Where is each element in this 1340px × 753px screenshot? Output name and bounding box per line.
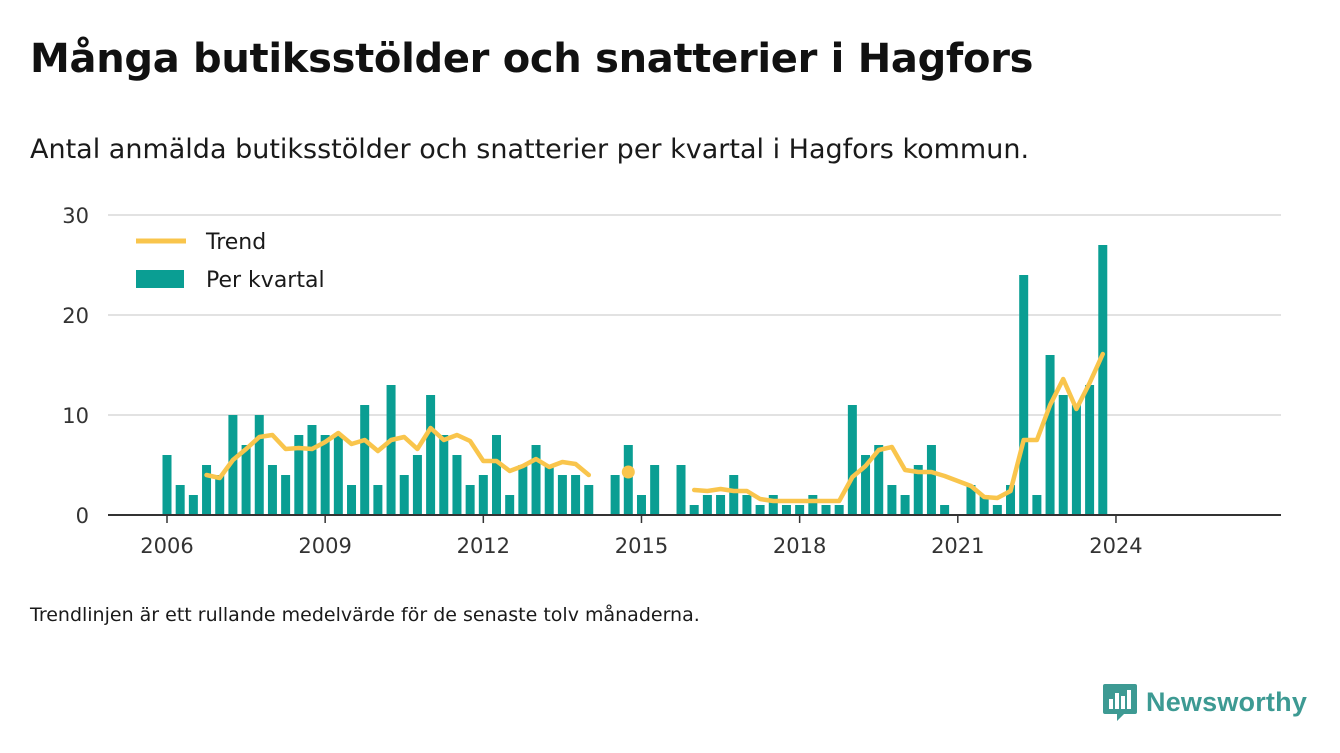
bar	[465, 485, 475, 515]
bar	[478, 475, 488, 515]
footnote: Trendlinjen är ett rullande medelvärde f…	[30, 604, 700, 626]
bar	[847, 405, 857, 515]
bar	[913, 465, 923, 515]
bar	[966, 485, 976, 515]
bar	[202, 465, 212, 515]
bar	[162, 455, 172, 515]
legend-bar-label: Per kvartal	[206, 268, 325, 293]
x-tick-label: 2018	[773, 534, 826, 558]
bar	[1071, 405, 1081, 515]
bar	[781, 505, 791, 515]
bar	[320, 435, 330, 515]
x-tick-label: 2024	[1089, 534, 1142, 558]
bar	[492, 435, 501, 515]
bar	[518, 465, 528, 515]
bar	[729, 475, 739, 515]
bar	[1085, 385, 1095, 515]
page-title: Många butiksstölder och snatterier i Hag…	[30, 36, 1034, 82]
bar	[689, 505, 699, 515]
bar	[1098, 245, 1108, 515]
bars-per-kvartal	[162, 245, 1108, 515]
bar	[439, 435, 449, 515]
y-tick-label: 0	[76, 504, 89, 528]
bar	[887, 485, 897, 515]
x-tick-label: 2015	[615, 534, 668, 558]
bar	[267, 465, 277, 515]
y-tick-label: 30	[62, 204, 89, 228]
bar	[926, 445, 936, 515]
bar	[650, 465, 660, 515]
bar	[571, 475, 581, 515]
bar	[452, 455, 462, 515]
legend: Trend Per kvartal	[136, 230, 325, 293]
quarterly-chart: 0 10 20 30 2006 2009 2012 2015 2018 2021 2024 Tren…	[62, 204, 1281, 558]
bar	[1006, 485, 1016, 515]
bar	[1045, 355, 1055, 515]
bar	[426, 395, 436, 515]
bar	[874, 445, 884, 515]
bar	[755, 505, 765, 515]
bar	[294, 435, 304, 515]
bar	[175, 485, 185, 515]
bar	[636, 495, 646, 515]
trend-line	[691, 351, 1106, 504]
axes: 0 10 20 30 2006 2009 2012 2015 2018 2021 2024	[62, 204, 1281, 558]
bar	[979, 495, 989, 515]
bar	[834, 505, 844, 515]
bar	[188, 495, 198, 515]
bar	[584, 485, 594, 515]
bar	[768, 495, 778, 515]
bar	[307, 425, 317, 515]
bar	[623, 445, 633, 515]
bar	[373, 485, 383, 515]
bar	[228, 415, 238, 515]
bar	[610, 475, 620, 515]
trend-line	[204, 425, 592, 481]
bar	[716, 495, 726, 515]
bar	[347, 485, 357, 515]
x-tick-label: 2012	[457, 534, 510, 558]
bar	[1032, 495, 1042, 515]
bar	[281, 475, 291, 515]
bar	[412, 455, 422, 515]
bar	[1058, 395, 1068, 515]
newsworthy-logo-icon	[1103, 684, 1137, 721]
bar	[900, 495, 910, 515]
x-tick-label: 2006	[140, 534, 193, 558]
bar	[676, 465, 686, 515]
bar	[399, 475, 409, 515]
legend-trend-label: Trend	[205, 230, 266, 255]
bar	[360, 405, 370, 515]
bar	[1019, 275, 1029, 515]
bar	[940, 505, 950, 515]
bar	[386, 385, 396, 515]
brand-name: Newsworthy	[1146, 686, 1308, 717]
trend-point	[621, 465, 635, 479]
trend-series	[204, 351, 1106, 504]
bar	[808, 495, 818, 515]
page-subtitle: Antal anmälda butiksstölder och snatteri…	[30, 134, 1030, 165]
bar	[254, 415, 264, 515]
bar	[992, 505, 1002, 515]
bar	[557, 475, 567, 515]
bar	[821, 505, 831, 515]
bar	[544, 465, 554, 515]
bar	[333, 435, 343, 515]
y-tick-label: 20	[62, 304, 89, 328]
bar	[742, 495, 752, 515]
bar	[861, 455, 871, 515]
brand[interactable]: Newsworthy	[1102, 682, 1307, 722]
bar	[702, 495, 712, 515]
x-tick-label: 2009	[298, 534, 351, 558]
bar	[505, 495, 515, 515]
y-tick-label: 10	[62, 404, 89, 428]
bar	[795, 505, 805, 515]
legend-bar-swatch	[136, 270, 184, 288]
bar	[215, 475, 225, 515]
bar	[241, 445, 251, 515]
x-tick-label: 2021	[931, 534, 984, 558]
bar	[531, 445, 541, 515]
